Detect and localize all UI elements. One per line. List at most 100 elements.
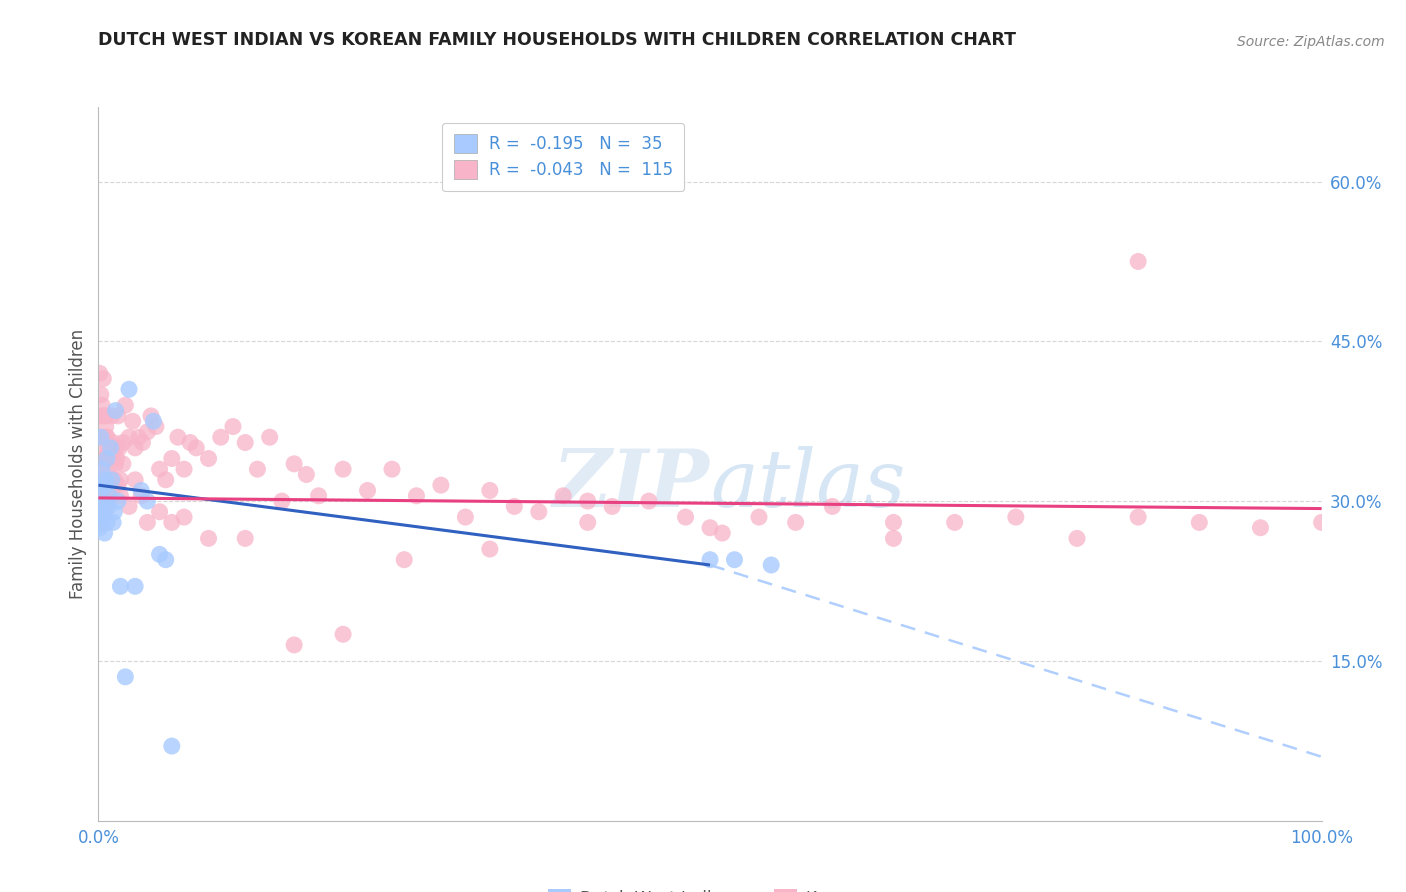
Point	[89, 521, 111, 535]
Point	[136, 494, 159, 508]
Point	[173, 510, 195, 524]
Point	[1004, 510, 1026, 524]
Point	[96, 516, 118, 530]
Point	[90, 516, 112, 530]
Point	[149, 505, 172, 519]
Point	[124, 441, 146, 455]
Point	[145, 419, 167, 434]
Point	[149, 547, 172, 561]
Point	[97, 494, 120, 508]
Point	[101, 473, 124, 487]
Point	[90, 462, 112, 476]
Point	[430, 478, 453, 492]
Point	[110, 489, 132, 503]
Point	[98, 446, 121, 460]
Point	[90, 483, 112, 498]
Point	[160, 451, 183, 466]
Point	[100, 473, 122, 487]
Point	[356, 483, 378, 498]
Point	[91, 505, 114, 519]
Point	[110, 473, 132, 487]
Legend: Dutch West Indians, Koreans: Dutch West Indians, Koreans	[541, 882, 879, 892]
Point	[101, 441, 124, 455]
Point	[142, 414, 165, 428]
Point	[129, 483, 152, 498]
Point	[108, 441, 131, 455]
Point	[107, 409, 129, 423]
Point	[118, 430, 141, 444]
Point	[173, 462, 195, 476]
Point	[149, 462, 172, 476]
Text: atlas: atlas	[710, 447, 905, 524]
Point	[93, 494, 115, 508]
Point	[94, 419, 117, 434]
Point	[118, 382, 141, 396]
Point	[155, 552, 177, 566]
Point	[405, 489, 427, 503]
Point	[209, 430, 232, 444]
Point	[270, 494, 294, 508]
Point	[1188, 516, 1211, 530]
Point	[91, 500, 114, 514]
Point	[93, 409, 115, 423]
Point	[107, 478, 129, 492]
Y-axis label: Family Households with Children: Family Households with Children	[69, 329, 87, 599]
Point	[91, 462, 114, 476]
Point	[723, 552, 745, 566]
Text: ZIP: ZIP	[553, 447, 710, 524]
Point	[295, 467, 318, 482]
Point	[110, 579, 132, 593]
Point	[96, 451, 118, 466]
Point	[105, 451, 128, 466]
Point	[93, 505, 115, 519]
Point	[103, 505, 125, 519]
Point	[94, 409, 117, 423]
Point	[97, 441, 120, 455]
Point	[160, 739, 183, 753]
Point	[711, 526, 734, 541]
Point	[392, 552, 416, 566]
Point	[89, 500, 111, 514]
Point	[100, 451, 122, 466]
Point	[91, 478, 114, 492]
Point	[197, 451, 219, 466]
Point	[675, 510, 697, 524]
Point	[96, 430, 118, 444]
Point	[129, 489, 152, 503]
Point	[97, 500, 120, 514]
Point	[114, 670, 136, 684]
Point	[97, 462, 120, 476]
Point	[699, 521, 721, 535]
Point	[553, 489, 575, 503]
Point	[259, 430, 281, 444]
Point	[89, 473, 111, 487]
Point	[197, 532, 219, 546]
Point	[91, 483, 114, 498]
Point	[101, 409, 124, 423]
Point	[96, 430, 118, 444]
Point	[94, 478, 117, 492]
Point	[98, 489, 121, 503]
Point	[136, 425, 159, 439]
Point	[98, 451, 121, 466]
Point	[91, 398, 114, 412]
Point	[104, 457, 127, 471]
Point	[883, 516, 905, 530]
Point	[699, 552, 721, 566]
Point	[103, 473, 125, 487]
Point	[96, 483, 118, 498]
Point	[104, 403, 127, 417]
Point	[233, 435, 256, 450]
Point	[576, 494, 599, 508]
Point	[308, 489, 330, 503]
Point	[89, 367, 111, 381]
Point	[785, 516, 807, 530]
Point	[94, 451, 117, 466]
Point	[91, 510, 114, 524]
Point	[131, 435, 153, 450]
Point	[332, 462, 354, 476]
Point	[186, 441, 208, 455]
Point	[222, 419, 245, 434]
Point	[90, 441, 112, 455]
Point	[104, 441, 127, 455]
